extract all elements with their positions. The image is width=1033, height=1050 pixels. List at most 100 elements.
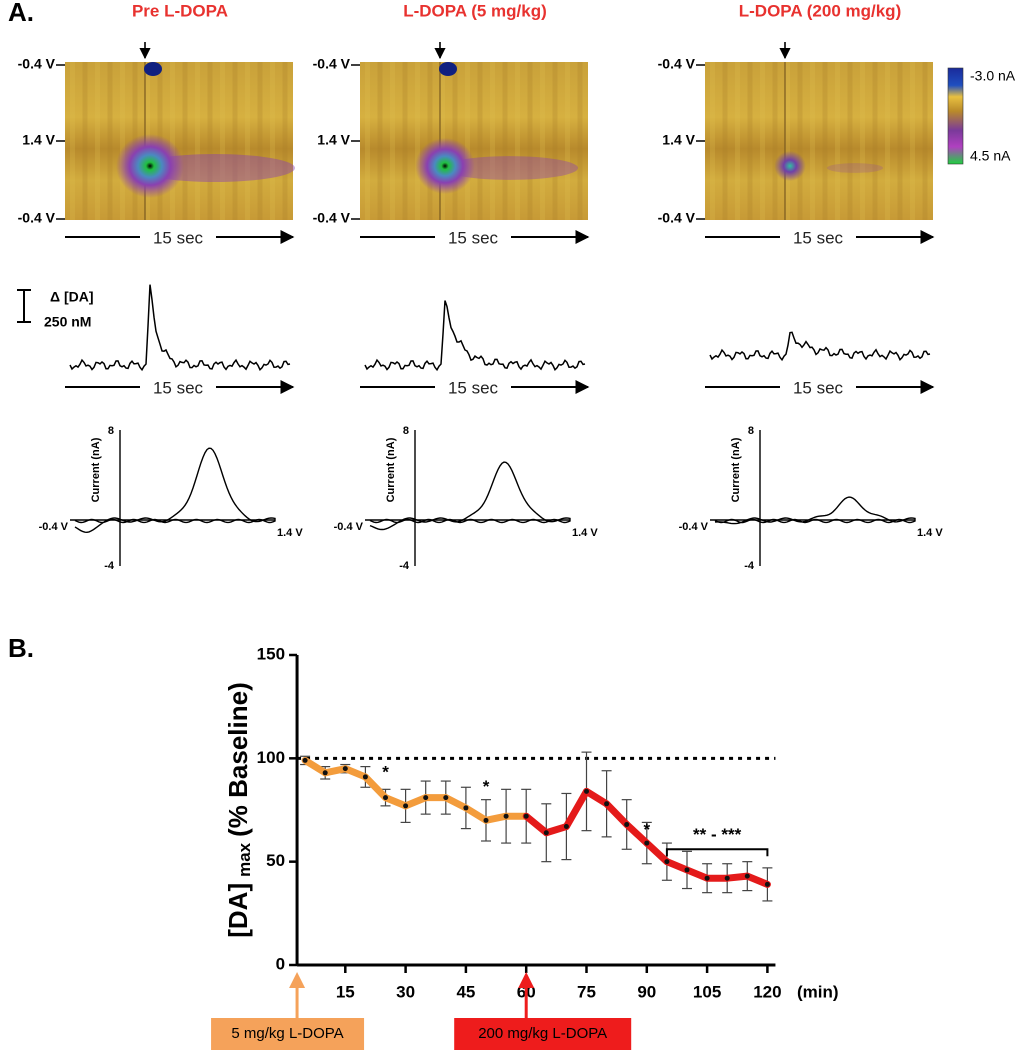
- color-plot-blob: [439, 62, 457, 76]
- color-plot-stripe: [502, 62, 508, 220]
- color-plot-stripe: [797, 62, 803, 220]
- color-plot-stripe: [95, 62, 100, 220]
- color-plot-stripe: [540, 62, 545, 220]
- color-plot-stripe: [722, 62, 728, 220]
- color-plot-stripe: [885, 62, 890, 220]
- line-segment: [683, 866, 711, 882]
- colorbar-label: -3.0 nA: [970, 68, 1016, 84]
- data-point: [684, 867, 690, 873]
- cyclic-voltammogram: [74, 447, 276, 534]
- column-title: L-DOPA (5 mg/kg): [403, 1, 547, 20]
- color-plot-stripe: [170, 62, 175, 220]
- data-point: [302, 757, 308, 763]
- color-plot-blob: [116, 134, 184, 198]
- x-unit: (min): [797, 982, 839, 1001]
- voltage-label: 1.4 V: [317, 132, 350, 148]
- data-point: [584, 788, 589, 794]
- color-plot-stripe: [70, 62, 75, 220]
- data-point: [664, 859, 670, 865]
- data-point: [483, 817, 489, 823]
- color-plot-blob: [144, 62, 162, 76]
- y-axis-label-part: [DA]: [223, 883, 253, 938]
- data-point: [624, 821, 630, 827]
- line-segment: [542, 823, 570, 837]
- color-plot-stripe: [107, 62, 113, 220]
- color-plot: [65, 62, 293, 220]
- color-plot-band: [442, 156, 578, 180]
- data-point: [383, 795, 388, 801]
- color-plot-stripe: [735, 62, 740, 220]
- data-point: [543, 830, 549, 836]
- color-plot-stripe: [82, 62, 88, 220]
- color-plot-stripe: [897, 62, 903, 220]
- scale-bar-label: 250 nM: [44, 314, 91, 330]
- cyclic-voltammogram: [369, 461, 571, 531]
- color-plot-stripe: [257, 62, 263, 220]
- color-plot-stripe: [365, 62, 370, 220]
- cv-tick-label: 8: [403, 425, 409, 437]
- color-plot-stripe: [847, 62, 853, 220]
- color-plot-stripe: [465, 62, 470, 220]
- time-label: 15 sec: [153, 378, 204, 397]
- color-plot-stripe: [490, 62, 495, 220]
- data-point: [604, 801, 610, 807]
- color-plot-stripe: [922, 62, 928, 220]
- x-tick-label: 105: [693, 982, 721, 1001]
- x-tick-label: 30: [396, 982, 415, 1001]
- cv-tick-label: 8: [748, 425, 754, 437]
- line-segment: [603, 800, 631, 828]
- line-segment: [301, 756, 329, 777]
- data-point: [423, 795, 429, 801]
- data-point: [704, 875, 710, 881]
- y-axis-label: [DA] max (% Baseline): [223, 682, 255, 938]
- color-plot-stripe: [377, 62, 383, 220]
- color-plot-stripe: [245, 62, 250, 220]
- panel-label: B.: [8, 633, 34, 663]
- cv-tick-label: -4: [744, 560, 755, 572]
- x-tick-label: 45: [456, 982, 475, 1001]
- dose-arrowhead: [518, 972, 535, 988]
- voltage-label: -0.4 V: [658, 210, 696, 226]
- y-tick-label: 0: [276, 954, 285, 973]
- cv-axis-label: Current (nA): [90, 437, 102, 502]
- cv-tick-label: -0.4 V: [679, 521, 709, 533]
- cv-tick-label: 8: [108, 425, 114, 437]
- voltage-label: -0.4 V: [18, 56, 56, 72]
- time-label: 15 sec: [153, 228, 204, 247]
- line-segment: [382, 794, 410, 810]
- colorbar-label: 4.5 nA: [970, 148, 1011, 164]
- line-segment: [361, 773, 389, 802]
- color-plot-stripe: [207, 62, 213, 220]
- data-point: [342, 766, 348, 772]
- color-plot-stripe: [477, 62, 483, 220]
- dose-box: [454, 1018, 632, 1050]
- color-plot-stripe: [120, 62, 125, 220]
- cv-tick-label: 1.4 V: [277, 527, 303, 539]
- color-plot: [360, 62, 588, 220]
- line-segment: [562, 787, 590, 831]
- color-plot-stripe: [195, 62, 200, 220]
- data-point: [322, 770, 328, 776]
- line-segment: [663, 858, 691, 874]
- significance-marker: *: [483, 777, 490, 796]
- color-plot-stripe: [772, 62, 778, 220]
- cv-tick-label: -4: [104, 560, 115, 572]
- line-segment: [462, 804, 490, 824]
- x-tick-label: 120: [753, 982, 781, 1001]
- y-tick-label: 50: [266, 851, 285, 870]
- color-plot-stripe: [527, 62, 533, 220]
- dose-box: [211, 1018, 365, 1050]
- dose-label: 5 mg/kg L-DOPA: [231, 1025, 343, 1042]
- cv-tick-label: -0.4 V: [39, 521, 69, 533]
- dose-arrowhead: [289, 972, 306, 988]
- data-point: [443, 795, 449, 801]
- significance-bracket: [665, 848, 769, 857]
- line-segment: [583, 787, 611, 808]
- line-segment: [442, 794, 470, 812]
- color-plot-stripe: [710, 62, 715, 220]
- y-axis-label-part: max: [235, 842, 254, 877]
- time-label-bg: [780, 227, 856, 247]
- color-plot-stripe: [822, 62, 828, 220]
- time-label-bg: [140, 377, 216, 397]
- time-label-bg: [435, 227, 511, 247]
